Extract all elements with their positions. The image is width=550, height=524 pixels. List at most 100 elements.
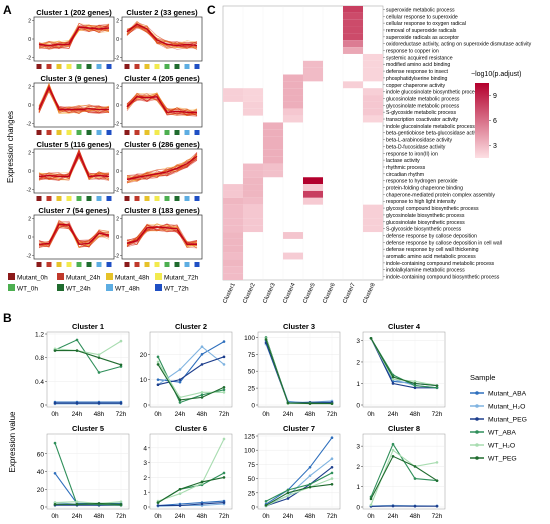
timepoint-square bbox=[154, 196, 160, 201]
series-line bbox=[265, 472, 333, 502]
heatmap-column-label: Cluster6 bbox=[322, 282, 337, 304]
cluster-profile-title: Cluster 5 (116 genes) bbox=[36, 140, 112, 149]
heatmap-cell bbox=[303, 184, 323, 191]
series-point bbox=[330, 477, 334, 480]
heatmap-cell bbox=[283, 81, 303, 89]
heatmap-row-label: defense response by callose deposition bbox=[386, 233, 477, 239]
y-tick-label: 100 bbox=[244, 448, 255, 455]
x-tick-label: 24h bbox=[283, 513, 294, 520]
series-point bbox=[391, 448, 395, 452]
series-point bbox=[222, 385, 226, 389]
series-point bbox=[178, 380, 182, 384]
y-tick-label: -2 bbox=[115, 187, 120, 193]
profile-line bbox=[126, 92, 198, 111]
y-tick-label: 0.4 bbox=[35, 379, 44, 386]
heatmap-cell bbox=[263, 156, 283, 164]
cluster-profile-frame bbox=[33, 148, 115, 194]
timepoint-square bbox=[86, 64, 92, 69]
series-point bbox=[435, 384, 439, 387]
series-point bbox=[119, 339, 123, 343]
profile-mean-line bbox=[126, 96, 197, 114]
line-chart-title: Cluster 4 bbox=[388, 322, 421, 331]
profile-mean-line bbox=[38, 151, 110, 178]
x-tick-label: 72h bbox=[432, 411, 443, 418]
cluster-profile-title: Cluster 4 (205 genes) bbox=[124, 74, 200, 83]
heatmap-row-label: indole-containing compound metabolic pro… bbox=[386, 261, 495, 267]
timepoint-square bbox=[96, 130, 102, 135]
heatmap-row-label: chaperone-mediated protein complex assem… bbox=[386, 192, 495, 198]
y-tick-label: 2 bbox=[116, 19, 119, 25]
y-tick-label: 2 bbox=[28, 19, 31, 25]
heatmap-cell bbox=[363, 204, 383, 212]
line-chart-title: Cluster 2 bbox=[175, 322, 207, 331]
timepoint-square bbox=[154, 64, 160, 69]
panel-b-ylabel: Expression value bbox=[8, 411, 17, 472]
series-line bbox=[370, 338, 437, 389]
y-tick-label: 2 bbox=[116, 151, 119, 157]
series-point bbox=[222, 501, 226, 504]
colorbar-title: −log10(p.adjust) bbox=[471, 71, 521, 78]
y-tick-label: 2 bbox=[356, 359, 360, 366]
profile-mean-line bbox=[126, 155, 198, 180]
series-point bbox=[200, 352, 204, 356]
heatmap-cell bbox=[223, 273, 243, 280]
profile-mean-line bbox=[38, 26, 110, 47]
cluster-profile-title: Cluster 3 (9 genes) bbox=[40, 74, 108, 83]
heatmap-cell bbox=[243, 225, 263, 233]
heatmap-row-label: indole-containing compound biosynthetic … bbox=[386, 275, 500, 281]
series-point bbox=[200, 480, 204, 484]
series-point bbox=[222, 391, 226, 394]
legend-label: WT_48h bbox=[115, 286, 140, 293]
series-point bbox=[75, 503, 79, 506]
cluster-profile-title: Cluster 2 (33 genes) bbox=[126, 8, 198, 17]
heatmap-column-label: Cluster4 bbox=[282, 282, 297, 305]
heatmap-row-label: beta-gentiobiose beta-glucosidase activi… bbox=[386, 131, 483, 137]
x-tick-label: 24h bbox=[175, 411, 186, 418]
heatmap-cell bbox=[363, 74, 383, 82]
series-line bbox=[158, 502, 225, 507]
timepoint-square bbox=[184, 130, 190, 135]
heatmap-cell bbox=[363, 108, 383, 116]
timepoint-square bbox=[76, 64, 82, 69]
heatmap-row-label: superoxide radicals as acceptor bbox=[386, 35, 459, 41]
y-tick-label: -2 bbox=[27, 55, 32, 61]
series-point bbox=[53, 401, 57, 405]
legend-label: WT_72h bbox=[164, 286, 189, 293]
x-tick-label: 72h bbox=[116, 513, 127, 520]
x-tick-label: 72h bbox=[327, 513, 338, 520]
heatmap-cell bbox=[363, 53, 383, 61]
series-point bbox=[178, 368, 182, 371]
y-tick-label: 0 bbox=[28, 103, 31, 109]
x-tick-label: 0h bbox=[51, 411, 59, 418]
y-tick-label: -2 bbox=[115, 55, 120, 61]
heatmap-cell bbox=[223, 266, 243, 274]
heatmap-cell bbox=[363, 211, 383, 219]
timepoint-square bbox=[194, 196, 200, 201]
profile-line bbox=[126, 93, 198, 117]
legend-label: Mutant_ABA bbox=[488, 391, 527, 398]
heatmap-cell bbox=[243, 184, 263, 191]
heatmap-cell bbox=[283, 101, 303, 109]
x-tick-label: 0h bbox=[262, 513, 270, 520]
series-point bbox=[178, 492, 182, 495]
series-line bbox=[157, 500, 225, 507]
panel-label-b: B bbox=[3, 311, 12, 325]
heatmap-cell bbox=[343, 40, 363, 48]
series-point bbox=[156, 360, 160, 364]
timepoint-square bbox=[124, 262, 130, 267]
legend-swatch bbox=[8, 284, 15, 291]
profile-mean-line bbox=[38, 223, 110, 246]
heatmap-cell bbox=[283, 252, 303, 260]
line-chart-frame bbox=[362, 331, 446, 408]
x-tick-label: 0h bbox=[154, 411, 162, 418]
timepoint-square bbox=[56, 262, 62, 267]
series-line bbox=[370, 455, 438, 500]
line-chart-frame bbox=[257, 331, 341, 408]
line-chart-title: Cluster 7 bbox=[283, 424, 315, 433]
heatmap-row-label: glucosinolate metabolic process bbox=[386, 96, 460, 102]
series-point bbox=[222, 476, 226, 479]
x-tick-label: 0h bbox=[367, 411, 375, 418]
heatmap-cell bbox=[343, 33, 363, 41]
series-point bbox=[369, 497, 373, 501]
y-tick-label: 2 bbox=[116, 217, 119, 223]
